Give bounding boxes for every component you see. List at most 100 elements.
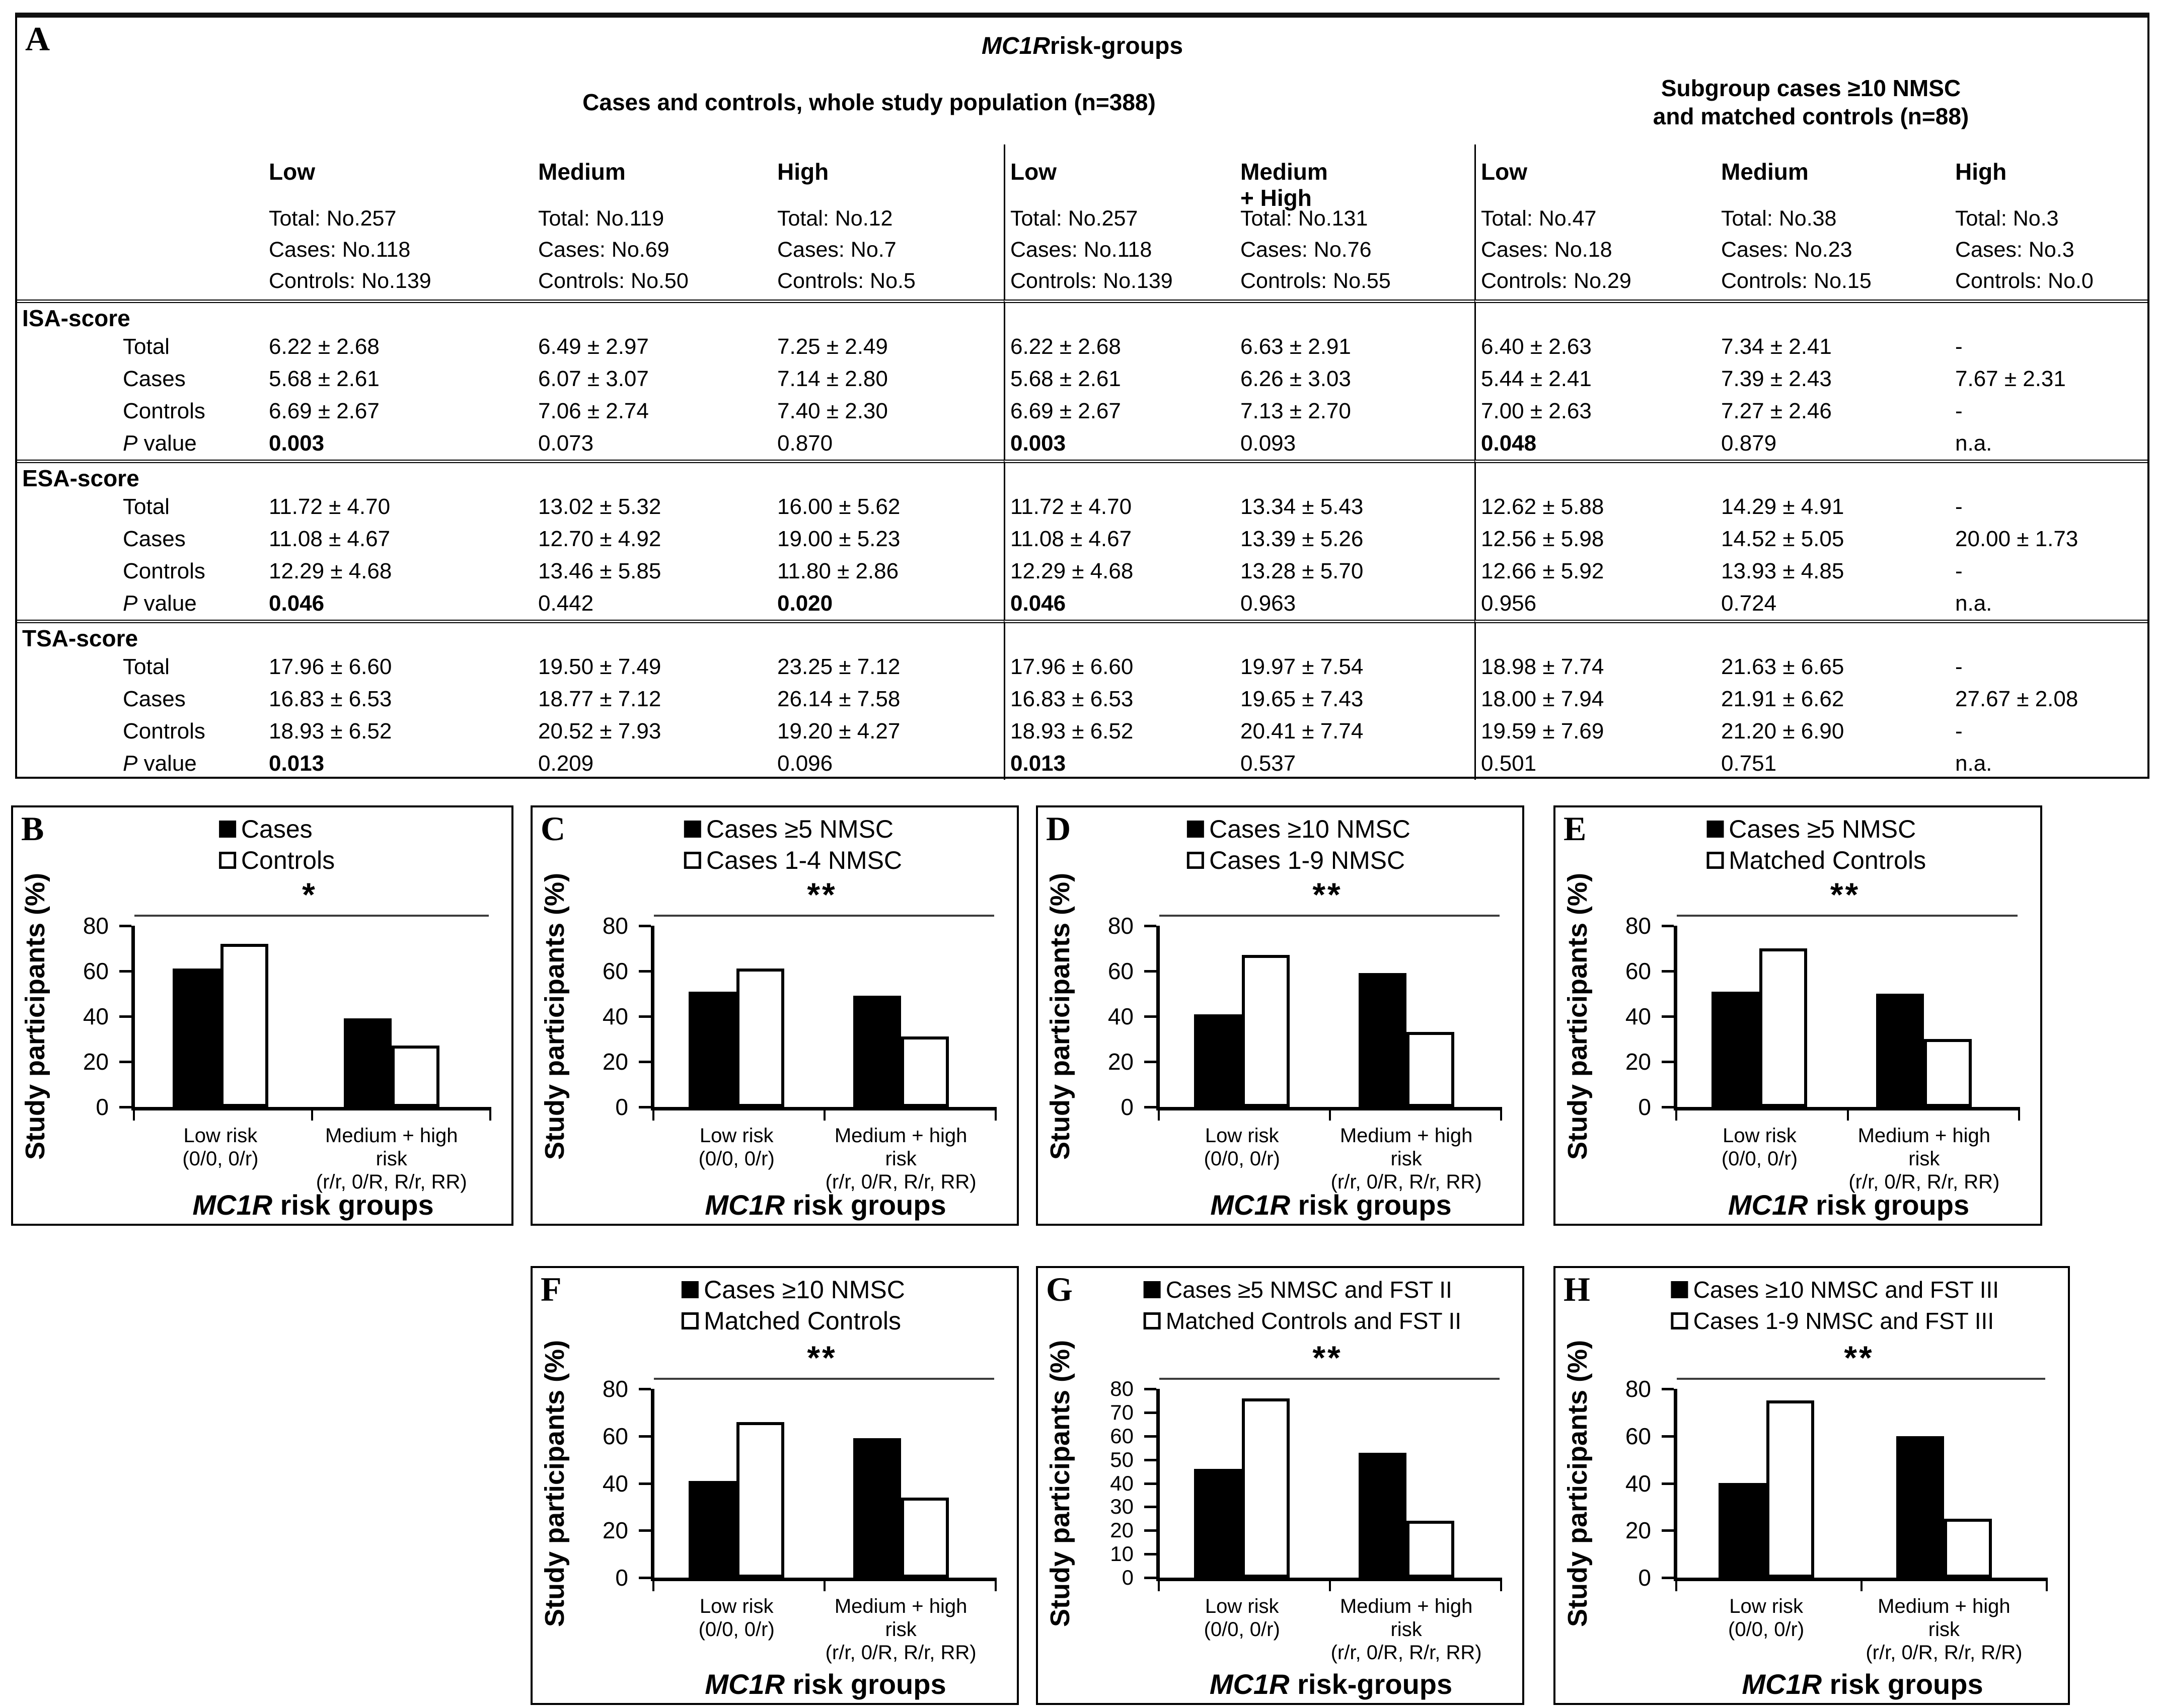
bar-open-group-1 xyxy=(220,944,268,1107)
x-group-label-line: Medium + high xyxy=(1857,1125,1991,1147)
bar-open-group-2 xyxy=(1406,1521,1454,1578)
x-group-label-line: (r/r, 0/R, R/r, RR) xyxy=(1330,1642,1482,1664)
bar-filled-group-1 xyxy=(1194,1014,1242,1107)
col-counts-line: Cases: No.3 xyxy=(1955,238,2074,262)
col-counts-line: Controls: No.15 xyxy=(1721,269,1872,293)
bar-filled-group-2 xyxy=(1359,1453,1406,1578)
x-group-label-line: (0/0, 0/r) xyxy=(1728,1618,1805,1641)
legend-label: Cases ≥10 NMSC and FST III xyxy=(1693,1277,1999,1303)
legend-swatch-filled-icon xyxy=(218,821,236,838)
col-header-line: + High xyxy=(1240,185,1312,211)
y-tick xyxy=(1144,925,1156,927)
x-group-label-line: risk xyxy=(1390,1618,1422,1641)
p-italic: P xyxy=(123,431,138,456)
y-tick-label: 40 xyxy=(1625,1470,1651,1497)
table-cell: 6.49 ± 2.97 xyxy=(538,334,649,359)
y-tick-label: 0 xyxy=(615,1094,628,1120)
x-group-label-line: (r/r, 0/R, R/r, RR) xyxy=(316,1171,467,1193)
col-header: Low xyxy=(1004,144,1235,201)
x-group-label-line: risk xyxy=(376,1148,407,1170)
legend-label: Matched Controls xyxy=(1729,846,1926,874)
panel-d: D Cases ≥10 NMSC Cases 1-9 NMSC ** Study par… xyxy=(1036,805,1524,1226)
bar-filled-group-2 xyxy=(344,1018,392,1107)
bar-open-group-1 xyxy=(736,969,784,1107)
bar-open-group-1 xyxy=(1759,948,1807,1107)
legend-label: Cases ≥5 NMSC xyxy=(1729,815,1916,843)
table-cell: 12.56 ± 5.98 xyxy=(1474,523,1716,555)
legend-label: Cases ≥10 NMSC xyxy=(704,1276,905,1304)
x-group-label: Low risk (0/0, 0/r) xyxy=(1623,1124,1895,1170)
x-tick xyxy=(1500,1581,1502,1591)
table-cell: 13.39 ± 5.26 xyxy=(1240,527,1364,551)
col-counts: Total: No.119 Cases: No.69 Controls: No.50 xyxy=(533,201,772,300)
table-cell: 0.093 xyxy=(1240,431,1296,456)
x-tick xyxy=(1158,1110,1160,1121)
significance-line xyxy=(1677,915,2018,917)
table-cell: 16.00 ± 5.62 xyxy=(777,494,901,519)
x-group-label: Low risk (0/0, 0/r) xyxy=(601,1595,872,1641)
table-cell: 6.07 ± 3.07 xyxy=(538,366,649,391)
bar-filled-group-1 xyxy=(689,1481,736,1578)
table-cell: 11.08 ± 4.67 xyxy=(269,527,391,551)
col-counts-line: Total: No.257 xyxy=(1010,206,1138,231)
x-axis-title: MC1R risk groups xyxy=(705,1189,946,1221)
table-cell: 12.66 ± 5.92 xyxy=(1474,555,1716,587)
table-cell: 0.013 xyxy=(1004,748,1235,780)
y-tick-label: 80 xyxy=(1107,913,1134,939)
x-tick xyxy=(133,1110,135,1121)
y-tick xyxy=(1144,970,1156,973)
y-tick-label: 80 xyxy=(602,1376,628,1402)
table-cell: 12.29 ± 4.68 xyxy=(1004,555,1235,587)
x-tick xyxy=(1329,1110,1331,1121)
y-tick xyxy=(119,925,131,927)
legend: Cases ≥5 NMSC Cases 1-4 NMSC xyxy=(684,814,902,875)
col-counts-line: Cases: No.23 xyxy=(1721,238,1852,262)
significance-line xyxy=(1159,1378,1500,1380)
table-title-rest: risk-groups xyxy=(1050,33,1183,59)
col-header: High xyxy=(1950,144,2147,201)
col-counts-line: Cases: No.118 xyxy=(1010,238,1152,262)
y-tick-label: 80 xyxy=(1110,1377,1134,1400)
table-cell: 0.724 xyxy=(1721,591,1777,616)
x-group-label: Medium + high risk (r/r, 0/R, R/r, RR) xyxy=(765,1595,1037,1664)
row-label: Total xyxy=(123,334,170,359)
col-counts-line: Total: No.47 xyxy=(1481,206,1597,231)
legend-swatch-open-icon xyxy=(1671,1312,1688,1329)
y-tick xyxy=(1662,1435,1674,1438)
y-tick-label: 60 xyxy=(1110,1424,1134,1448)
col-header-line: High xyxy=(1955,159,2007,185)
table-cell: 7.40 ± 2.30 xyxy=(777,399,888,423)
y-tick-label: 40 xyxy=(1107,1003,1134,1029)
table-cell: 0.963 xyxy=(1240,591,1296,616)
table-group-header-whole: Cases and controls, whole study populati… xyxy=(582,89,1156,115)
significance-line xyxy=(654,915,994,917)
table-cell: n.a. xyxy=(1955,591,1992,616)
x-axis-title-gene: MC1R xyxy=(192,1189,273,1221)
p-italic: P xyxy=(123,591,138,616)
table-cell: 13.02 ± 5.32 xyxy=(538,494,661,519)
panel-e: E Cases ≥5 NMSC Matched Controls ** Study pa… xyxy=(1553,805,2042,1226)
x-group-label-line: Medium + high xyxy=(1878,1595,2011,1617)
subgroup-header-line2: and matched controls (n=88) xyxy=(1653,103,1969,129)
col-header-line: Medium xyxy=(538,159,626,185)
bar-open-group-2 xyxy=(901,1036,949,1107)
legend-item: Cases ≥10 NMSC xyxy=(682,1275,905,1304)
bar-open-group-1 xyxy=(1766,1400,1814,1578)
y-tick-label: 10 xyxy=(1110,1542,1134,1566)
table-cell: 7.13 ± 2.70 xyxy=(1240,399,1351,423)
x-group-label-line: (0/0, 0/r) xyxy=(698,1618,775,1641)
col-counts-line: Controls: No.0 xyxy=(1955,269,2094,293)
y-tick xyxy=(1662,1388,1674,1390)
table-cell: 11.08 ± 4.67 xyxy=(1004,523,1235,555)
x-axis-title-gene: MC1R xyxy=(1728,1189,1808,1221)
table-counts-spacer xyxy=(17,201,264,300)
y-tick-label: 20 xyxy=(602,1517,628,1544)
y-tick-label: 80 xyxy=(602,913,628,939)
y-tick-label: 20 xyxy=(1625,1049,1651,1075)
y-tick-label: 0 xyxy=(1638,1565,1651,1591)
y-tick xyxy=(119,1015,131,1018)
section-header-spacer xyxy=(1474,620,2147,651)
y-tick xyxy=(639,1482,651,1485)
table-cell: 0.096 xyxy=(777,751,833,776)
